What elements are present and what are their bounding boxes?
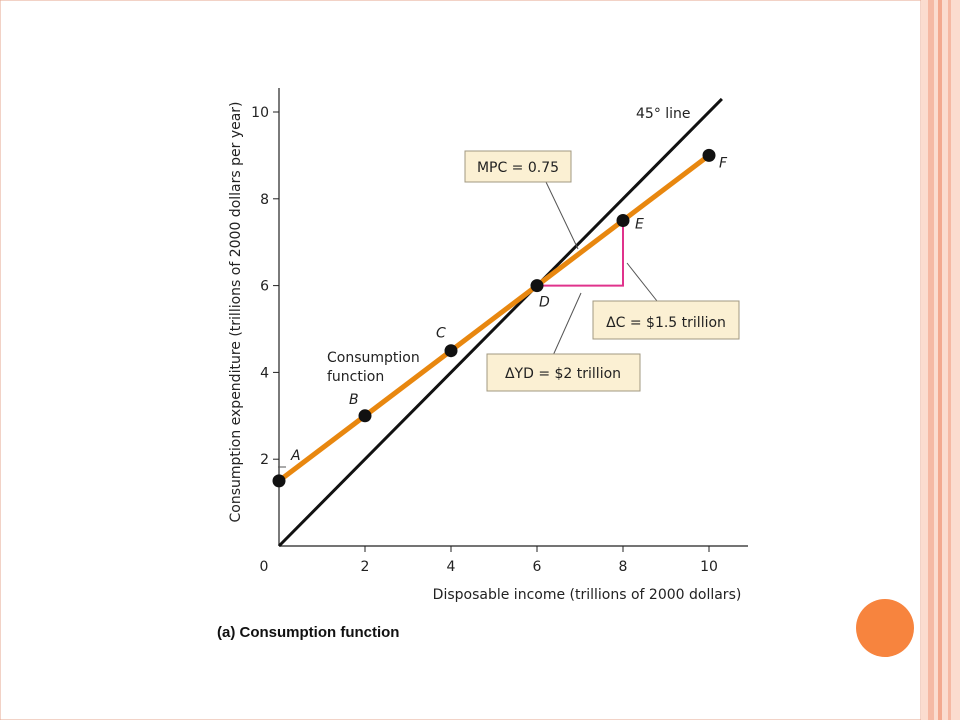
- y-tick-label: 6: [260, 279, 269, 295]
- x-axis-title: Disposable income (trillions of 2000 dol…: [433, 587, 742, 603]
- x-tick-label: 10: [700, 559, 718, 575]
- x-tick-label: 0: [260, 559, 269, 575]
- mpc-leader-line: [545, 181, 579, 250]
- y-tick-label: 4: [260, 365, 269, 381]
- y-tick-group: 2 4 6 8 10: [251, 105, 279, 468]
- label-consumption-line1: Consumption: [327, 350, 420, 366]
- mpc-label: MPC = 0.75: [477, 160, 559, 176]
- point-label-c: C: [436, 326, 446, 342]
- label-consumption-line2: function: [327, 369, 384, 385]
- label-consumption-function: Consumption function: [327, 350, 424, 385]
- data-point-d: [530, 279, 544, 293]
- data-point-c: [444, 344, 458, 358]
- data-point-group: A B C D E F: [272, 148, 728, 488]
- series-45-degree-line: [277, 97, 723, 548]
- y-axis-title: Consumption expenditure (trillions of 20…: [228, 101, 244, 522]
- delta-triangle: [537, 220, 624, 287]
- chart-caption: (a) Consumption function: [217, 624, 399, 641]
- point-label-a: A: [290, 448, 301, 464]
- delta-yd-leader-line: [550, 292, 582, 361]
- point-label-b: B: [349, 392, 359, 408]
- right-accent-stripe-1: [928, 0, 934, 720]
- label-45-degree-line: 45° line: [636, 106, 691, 122]
- data-point-b: [358, 409, 372, 423]
- mpc-box: [464, 150, 572, 183]
- x-tick-label: 8: [619, 559, 628, 575]
- x-tick-label: 2: [361, 559, 370, 575]
- point-label-f: F: [719, 155, 728, 171]
- data-point-a: [272, 474, 286, 488]
- y-tick-label: 2: [260, 452, 269, 468]
- y-tick-label: 10: [251, 105, 269, 121]
- delta-c-label: ΔC = $1.5 trillion: [606, 315, 726, 331]
- data-point-e: [616, 214, 630, 227]
- x-tick-group: 0 2 4 6 8 10: [260, 546, 718, 575]
- right-accent-stripe-2: [938, 0, 942, 720]
- series-consumption-function: [277, 151, 713, 483]
- accent-circle: [856, 599, 914, 657]
- point-label-e: E: [635, 217, 644, 233]
- y-tick-label: 8: [260, 192, 269, 208]
- point-label-d: D: [539, 295, 550, 311]
- delta-c-leader-line: [626, 262, 658, 302]
- right-accent-stripe-3: [948, 0, 951, 720]
- x-tick-label: 6: [533, 559, 542, 575]
- delta-yd-box: [486, 353, 641, 392]
- data-point-f: [702, 148, 716, 162]
- delta-c-box: [592, 300, 740, 340]
- delta-yd-label: ΔYD = $2 trillion: [505, 366, 621, 382]
- x-tick-label: 4: [447, 559, 456, 575]
